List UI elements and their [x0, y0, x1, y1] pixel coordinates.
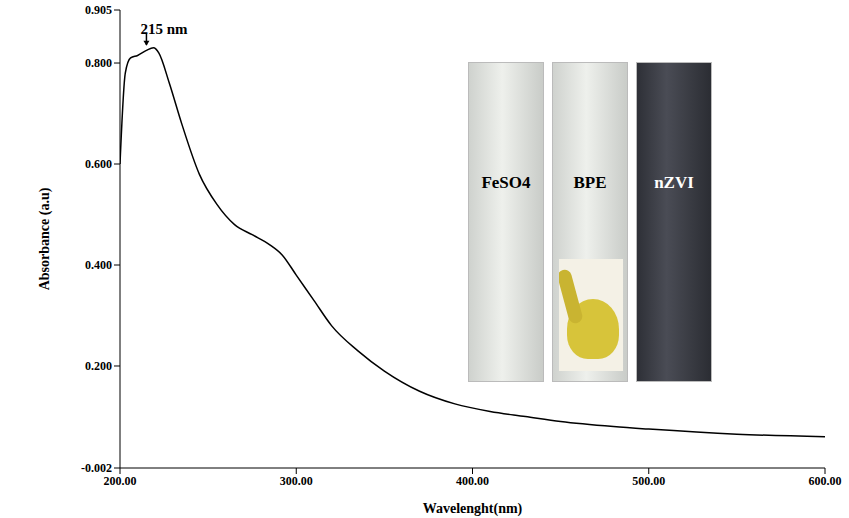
svg-text:0.905: 0.905	[85, 3, 112, 17]
svg-text:0.400: 0.400	[85, 258, 112, 272]
svg-text:300.00: 300.00	[280, 474, 313, 488]
svg-text:0.200: 0.200	[85, 359, 112, 373]
html-text:BPE: BPE	[573, 173, 607, 192]
svg-text:0.800: 0.800	[85, 56, 112, 70]
svg-text:200.00: 200.00	[104, 474, 137, 488]
svg-text:-0.002: -0.002	[81, 461, 112, 475]
svg-text:600.00: 600.00	[809, 474, 842, 488]
svg-text:0.600: 0.600	[85, 157, 112, 171]
svg-text:Absorbance (a.u): Absorbance (a.u)	[37, 187, 53, 290]
svg-text:500.00: 500.00	[632, 474, 665, 488]
svg-text:400.00: 400.00	[456, 474, 489, 488]
svg-text:215 nm: 215 nm	[140, 21, 188, 37]
html-text:FeSO4: FeSO4	[481, 173, 531, 192]
svg-text:Wavelenght(nm): Wavelenght(nm)	[423, 501, 523, 517]
html-text:nZVI: nZVI	[654, 173, 694, 192]
